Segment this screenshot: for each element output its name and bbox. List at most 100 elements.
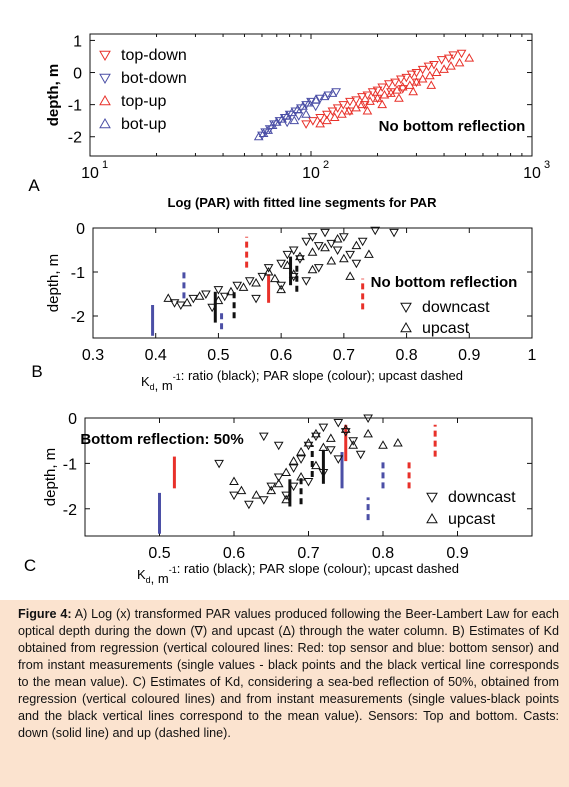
data-point [232, 281, 243, 291]
data-point [281, 491, 292, 501]
data-point [213, 295, 224, 305]
legend-label: top-up [121, 93, 166, 110]
data-point [282, 250, 293, 260]
x-axis-label-part: , m [151, 571, 169, 586]
data-point [325, 433, 336, 442]
data-point [263, 125, 274, 134]
annotation-text: No bottom reflection [371, 274, 518, 291]
data-point [315, 118, 326, 128]
x-axis-label: Kd, m-1: ratio (black); PAR slope (colou… [137, 561, 459, 586]
data-point [397, 85, 408, 94]
legend-label: downcast [422, 299, 490, 316]
data-point [263, 264, 274, 273]
data-point [269, 120, 279, 129]
figure-caption: Figure 4: A) Log (x) transformed PAR val… [0, 600, 569, 787]
panel-letter: A [28, 176, 40, 195]
data-point [267, 120, 278, 129]
data-point [313, 264, 324, 273]
x-axis-label-part: : ratio (black); PAR slope (colour); upc… [177, 561, 459, 576]
x-axis-label-part: -1 [173, 372, 181, 382]
data-point [282, 110, 293, 120]
x-tick-label: 0.9 [458, 347, 480, 364]
data-point [303, 437, 314, 447]
data-point [258, 496, 269, 505]
x-tick-exponent: 2 [323, 159, 329, 171]
legend-label: upcast [422, 320, 470, 337]
data-point [439, 64, 449, 73]
annotation-text: No bottom reflection [379, 118, 526, 135]
data-point [357, 237, 368, 247]
data-point [408, 86, 419, 96]
data-point [370, 226, 381, 236]
data-point [301, 237, 312, 247]
data-point [258, 432, 269, 442]
data-point [325, 446, 336, 455]
data-point [379, 89, 390, 99]
x-axis-label-part: -1 [169, 565, 177, 575]
x-tick-label: 0.9 [446, 545, 468, 562]
data-point [363, 414, 373, 424]
data-point [417, 73, 428, 83]
y-tick-label: 0 [73, 66, 82, 83]
data-point [351, 96, 361, 105]
legend-marker [426, 512, 438, 524]
y-tick-label: -1 [68, 98, 82, 115]
data-point [219, 292, 230, 302]
data-point [456, 49, 467, 59]
caption-label: Figure 4: [18, 607, 72, 621]
y-tick-label: 0 [76, 221, 85, 238]
data-point [443, 54, 454, 64]
data-point [315, 113, 326, 123]
data-point [236, 485, 247, 495]
data-point [296, 447, 306, 456]
data-point [355, 450, 366, 460]
data-point [318, 468, 329, 478]
data-point [392, 85, 402, 94]
data-point [303, 478, 314, 487]
data-point [288, 464, 299, 473]
x-tick-label: 0.6 [223, 545, 245, 562]
legend-label: bot-up [121, 116, 166, 133]
x-axis-label-part: d [150, 382, 155, 392]
legend-marker [426, 492, 438, 504]
data-point [337, 109, 347, 118]
data-point [363, 428, 373, 438]
x-tick-label: 1 [528, 347, 537, 364]
data-point [404, 80, 415, 89]
data-point [343, 106, 354, 115]
data-point [340, 424, 351, 433]
data-point [213, 286, 224, 295]
data-point [194, 291, 205, 300]
panel-b: 0 -1 -2 0.3 0.4 0.5 0.6 0.7 0.8 0.9 1 depth, m Kd, m… [31, 221, 536, 393]
y-axis-label: depth, m [45, 64, 62, 127]
data-point [362, 106, 373, 115]
y-tick-label: 0 [68, 411, 77, 428]
data-point [351, 240, 362, 250]
data-point [351, 259, 362, 269]
legend-marker [400, 302, 412, 314]
data-point [310, 94, 321, 104]
legend-marker [400, 321, 412, 333]
data-point [364, 249, 374, 258]
data-point [207, 303, 218, 313]
data-point [378, 440, 388, 449]
data-point [319, 91, 330, 101]
data-point [182, 297, 192, 307]
data-point [345, 271, 355, 280]
data-point [389, 228, 399, 238]
data-point [288, 456, 299, 465]
data-point [273, 478, 284, 488]
data-point [229, 476, 239, 486]
data-point [333, 419, 344, 428]
data-point [298, 101, 308, 110]
data-point [271, 117, 282, 126]
legend-marker [99, 73, 111, 85]
x-axis-label-part: d [146, 575, 151, 585]
legend-marker [99, 117, 111, 129]
data-point [226, 286, 236, 296]
data-point [377, 99, 388, 109]
data-point [326, 239, 337, 249]
data-point [282, 260, 293, 269]
data-point [318, 423, 329, 433]
